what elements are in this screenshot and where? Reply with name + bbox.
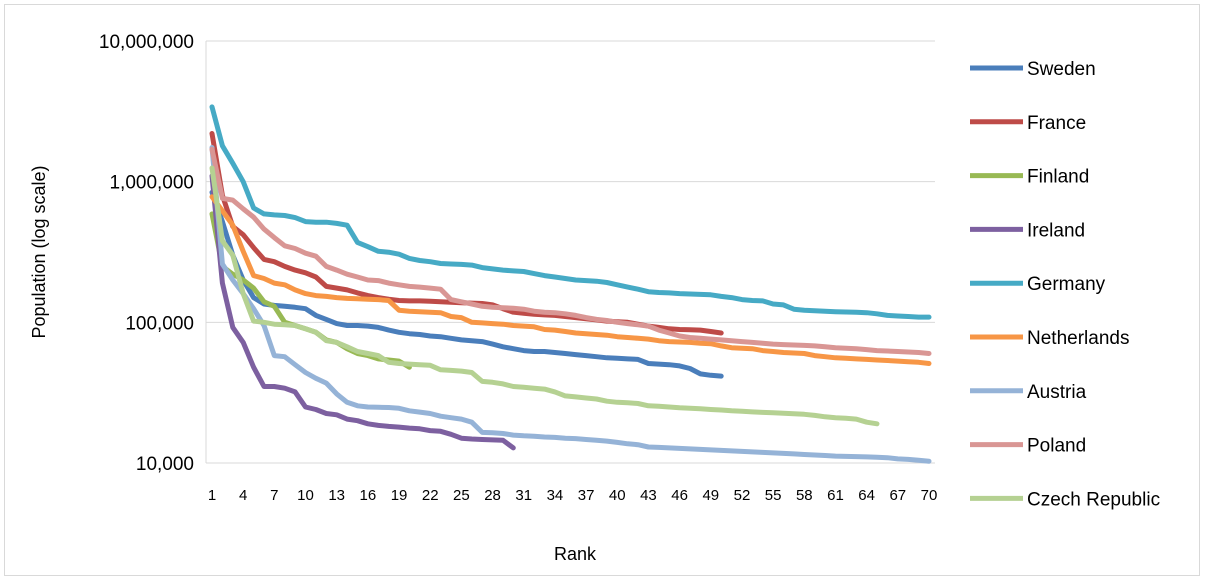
x-tick-label: 58 xyxy=(796,487,813,504)
legend-label: Finland xyxy=(1027,167,1089,188)
x-axis-label: Rank xyxy=(554,544,597,564)
legend-label: Austria xyxy=(1027,382,1087,403)
x-tick-label: 52 xyxy=(734,487,751,504)
x-tick-label: 55 xyxy=(765,487,782,504)
x-tick-label: 64 xyxy=(858,487,875,504)
legend: Sweden France Finland Ireland Germany Netherl… xyxy=(970,59,1160,510)
legend-label: Ireland xyxy=(1027,220,1085,241)
y-axis-ticks: 10,000 100,000 1,000,000 10,000,000 xyxy=(99,32,194,475)
series-line-poland xyxy=(209,146,932,356)
y-axis-label: Population (log scale) xyxy=(29,165,49,338)
x-tick-label: 49 xyxy=(702,487,719,504)
legend-label: Czech Republic xyxy=(1027,489,1160,510)
x-tick-label: 34 xyxy=(547,487,564,504)
x-tick-label: 37 xyxy=(578,487,595,504)
x-tick-label: 61 xyxy=(827,487,844,504)
series-line-ireland xyxy=(209,173,516,451)
chart-frame xyxy=(4,4,1200,576)
series-line-austria xyxy=(209,145,932,464)
x-tick-label: 31 xyxy=(515,487,532,504)
x-axis-ticks: 1 4 7 10 13 16 19 22 25 28 31 34 37 40 43 46 49 52 55 58 61 6… xyxy=(208,487,938,504)
x-tick-label: 1 xyxy=(208,487,216,504)
y-tick-label: 10,000,000 xyxy=(99,32,194,53)
legend-label: Netherlands xyxy=(1027,328,1129,349)
series-line-sweden xyxy=(209,189,724,379)
series-line-germany xyxy=(209,104,932,320)
series-line-czech-republic xyxy=(209,165,880,427)
y-tick-label: 10,000 xyxy=(136,454,194,475)
x-tick-label: 40 xyxy=(609,487,626,504)
x-tick-label: 25 xyxy=(453,487,470,504)
legend-label: Sweden xyxy=(1027,59,1096,80)
x-tick-label: 67 xyxy=(889,487,906,504)
x-tick-label: 28 xyxy=(484,487,501,504)
series-line-netherlands xyxy=(209,194,932,366)
legend-label: France xyxy=(1027,113,1086,134)
y-tick-label: 1,000,000 xyxy=(109,173,194,194)
legend-label: Germany xyxy=(1027,274,1106,295)
series-lines xyxy=(209,104,932,464)
grid-lines xyxy=(205,40,935,464)
x-tick-label: 4 xyxy=(239,487,247,504)
x-tick-label: 19 xyxy=(391,487,408,504)
x-tick-label: 43 xyxy=(640,487,657,504)
y-tick-label: 100,000 xyxy=(125,313,194,334)
x-tick-label: 16 xyxy=(360,487,377,504)
x-tick-label: 70 xyxy=(921,487,938,504)
x-tick-label: 13 xyxy=(328,487,345,504)
x-tick-label: 7 xyxy=(270,487,278,504)
x-tick-label: 22 xyxy=(422,487,439,504)
legend-label: Poland xyxy=(1027,436,1086,457)
x-tick-label: 10 xyxy=(297,487,314,504)
x-tick-label: 46 xyxy=(671,487,688,504)
